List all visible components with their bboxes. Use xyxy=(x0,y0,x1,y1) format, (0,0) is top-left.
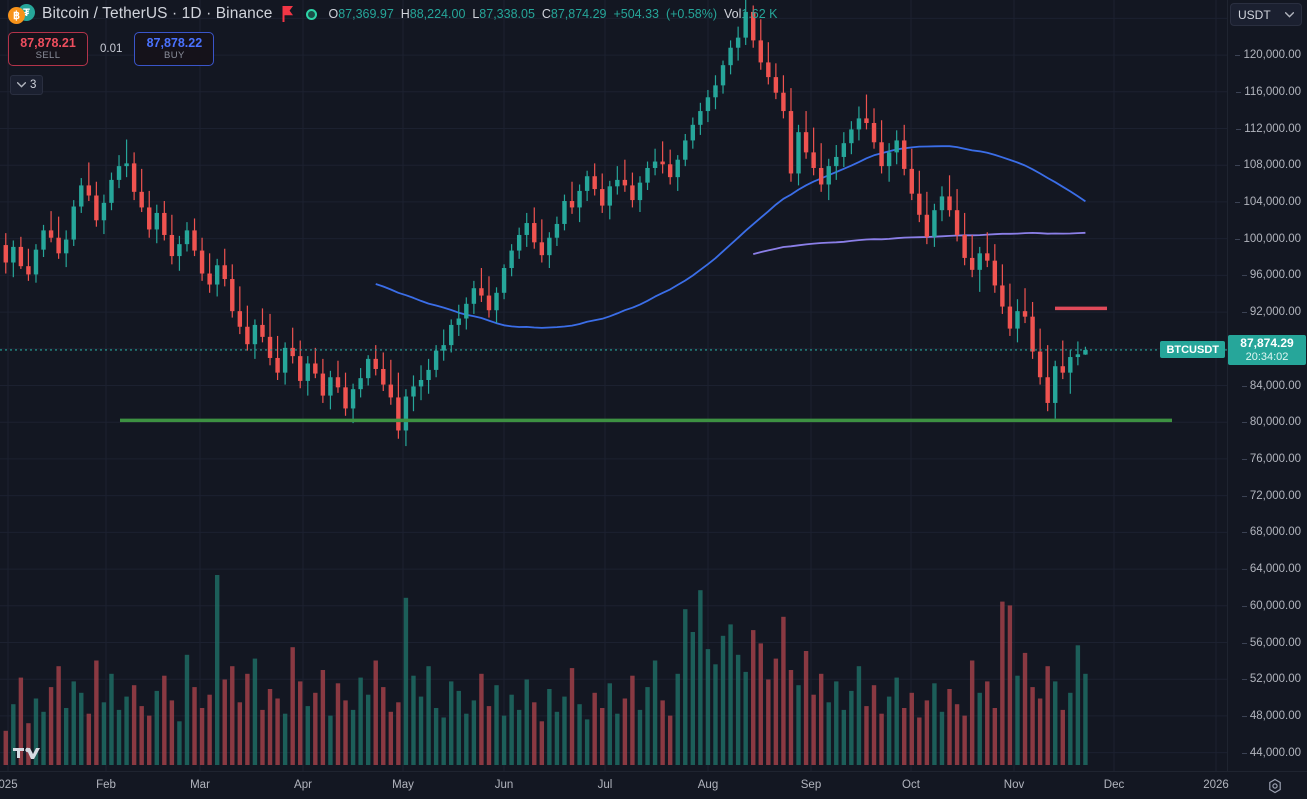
buy-button[interactable]: 87,878.22 BUY xyxy=(134,32,215,66)
volume-value: 1.62 K xyxy=(741,7,778,21)
price-tick: 116,000.00 xyxy=(1236,85,1301,98)
time-tick: May xyxy=(392,779,414,791)
price-tick: 76,000.00 xyxy=(1241,452,1301,465)
candlestick-series xyxy=(3,0,1088,447)
chart-plot-area[interactable] xyxy=(0,0,1227,771)
price-tick: 72,000.00 xyxy=(1241,489,1301,502)
time-tick: Sep xyxy=(800,779,822,791)
time-tick: Aug xyxy=(697,779,719,791)
chart-legend-bar: ฿ ₮ Bitcoin / TetherUS · 1D · Binance O8… xyxy=(0,0,1227,28)
order-quantity[interactable]: 0.01 xyxy=(100,43,123,55)
chevron-down-icon xyxy=(17,82,26,88)
volume-series xyxy=(3,575,1088,765)
market-open-dot-icon[interactable] xyxy=(306,8,318,20)
price-tick: 100,000.00 xyxy=(1235,232,1301,245)
ohlc-values: O87,369.97 H88,224.00 L87,338.05 C87,874… xyxy=(328,7,777,21)
high-value: 88,224.00 xyxy=(409,7,466,21)
open-label: O xyxy=(328,7,339,21)
sell-label: SELL xyxy=(35,49,61,61)
time-tick: Feb xyxy=(96,779,116,791)
price-tick: 92,000.00 xyxy=(1241,306,1301,319)
tradingview-logo-icon xyxy=(13,747,40,759)
price-tick: 112,000.00 xyxy=(1236,122,1301,135)
ma-fast-line xyxy=(375,145,1086,329)
price-tick: 52,000.00 xyxy=(1241,673,1301,686)
price-tick: 48,000.00 xyxy=(1241,709,1301,722)
open-value: 87,369.97 xyxy=(338,7,394,21)
low-value: 87,338.05 xyxy=(479,7,535,21)
high-label: H xyxy=(400,7,410,21)
grid-lines xyxy=(0,0,1227,771)
low-label: L xyxy=(472,7,480,21)
current-price-value: 87,874.29 xyxy=(1240,335,1294,350)
price-tick: 80,000.00 xyxy=(1241,416,1301,429)
time-tick: Mar xyxy=(190,779,210,791)
close-value: 87,874.29 xyxy=(550,7,607,21)
buy-label: BUY xyxy=(164,49,185,61)
price-change-percent: (+0.58%) xyxy=(665,7,718,21)
leverage-selector[interactable]: 3 xyxy=(10,75,44,95)
time-tick: Apr xyxy=(294,779,312,791)
price-tick: 60,000.00 xyxy=(1241,599,1301,612)
time-tick: Jul xyxy=(597,779,613,791)
sell-price: 87,878.21 xyxy=(20,36,76,51)
time-tick: Jun xyxy=(494,779,514,791)
buy-price: 87,878.22 xyxy=(146,36,203,51)
price-tick: 104,000.00 xyxy=(1235,195,1301,208)
price-tick: 56,000.00 xyxy=(1241,636,1301,649)
price-tick: 108,000.00 xyxy=(1235,159,1301,172)
price-tick: 68,000.00 xyxy=(1241,526,1301,539)
flag-icon[interactable] xyxy=(282,6,295,22)
time-scale[interactable]: 025 Feb Mar Apr May Jun Jul Aug Sep Oct Nov Dec 2026 xyxy=(0,771,1307,799)
symbol-title[interactable]: Bitcoin / TetherUS · 1D · Binance xyxy=(42,5,273,22)
currency-unit-label: USDT xyxy=(1238,7,1271,22)
current-price-tag: 87,874.29 20:34:02 xyxy=(1228,334,1306,365)
currency-unit-selector[interactable]: USDT xyxy=(1230,3,1302,26)
bitcoin-icon: ฿ xyxy=(8,7,25,24)
trade-panel: 87,878.21 SELL 0.01 87,878.22 BUY xyxy=(8,32,215,66)
price-tick: 120,000.00 xyxy=(1235,49,1301,62)
settings-gear-icon[interactable] xyxy=(1267,778,1283,794)
close-label: C xyxy=(541,7,551,21)
ma-slow-line xyxy=(752,231,1086,255)
leverage-value: 3 xyxy=(30,79,37,91)
volume-label: Vol xyxy=(723,7,742,21)
time-tick: 025 xyxy=(0,779,18,791)
bar-countdown: 20:34:02 xyxy=(1245,350,1289,363)
price-scale[interactable]: 124,000.00120,000.00116,000.00112,000.00… xyxy=(1160,0,1307,771)
time-tick: Oct xyxy=(902,779,920,791)
chevron-down-icon xyxy=(1285,11,1294,18)
price-tick: 84,000.00 xyxy=(1241,379,1301,392)
price-tick: 44,000.00 xyxy=(1241,746,1301,759)
time-tick: Nov xyxy=(1003,779,1025,791)
series-price-tag: BTCUSDT xyxy=(1160,341,1225,359)
price-change: +504.33 xyxy=(613,7,659,21)
chart-canvas[interactable] xyxy=(0,0,1227,771)
symbol-icons: ฿ ₮ xyxy=(8,4,38,24)
time-tick: Dec xyxy=(1103,779,1125,791)
price-tick: 64,000.00 xyxy=(1241,563,1301,576)
time-tick: 2026 xyxy=(1203,779,1229,791)
sell-button[interactable]: 87,878.21 SELL xyxy=(8,32,88,66)
price-tick: 96,000.00 xyxy=(1241,269,1301,282)
